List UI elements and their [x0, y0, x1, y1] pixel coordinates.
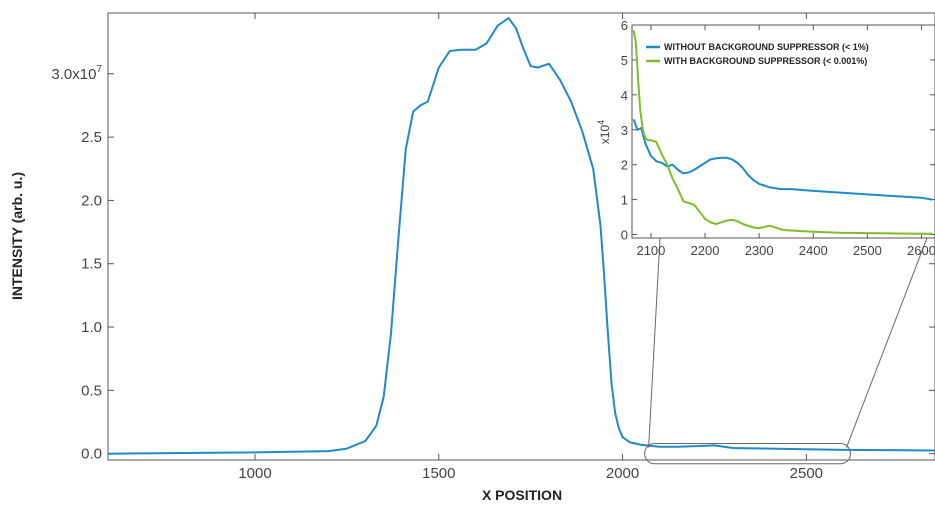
main-y-tick-label-text: 1.5	[81, 256, 102, 273]
main-y-tick-label: 0.5	[81, 382, 102, 399]
inset-plot-frame	[631, 24, 935, 239]
x-axis-title: X POSITION	[482, 487, 562, 503]
main-y-tick-label-text: 2.0	[81, 192, 102, 209]
main-y-tick-label-text: 2.5	[81, 129, 102, 146]
y-axis-title: INTENSITY (arb. u.)	[9, 172, 25, 300]
inset-y-multiplier: x104	[596, 120, 612, 144]
inset-x-tick-label: 2100	[636, 243, 665, 258]
main-y-tick-label-text: 0.0	[81, 446, 102, 463]
inset-x-ticks: 2100 2200 2300 2400 2500 2600	[636, 25, 935, 258]
inset-series-group	[632, 30, 933, 235]
inset-y-tick-label: 3	[621, 123, 628, 138]
inset-y-tick-label: 5	[621, 53, 628, 68]
main-y-tick-label: 2.5	[81, 129, 102, 146]
main-x-tick-label: 2000	[606, 465, 639, 482]
main-series-group	[107, 17, 935, 455]
main-y-ticks: 0.0 0.5 1.0 1.5 2.0 2.5 3.0x107	[51, 64, 935, 463]
inset-y-tick-label: 4	[621, 88, 628, 103]
main-plot: 1000 1500 2000 2500 0.0 0.5 1.0 1.5 2.0 2.5 3.0x1…	[9, 12, 935, 503]
inset-x-tick-label: 2400	[799, 243, 828, 258]
main-y-tick-label: 3.0x107	[51, 64, 102, 83]
main-y-tick-label-text: 1.0	[81, 319, 102, 336]
main-plot-frame	[107, 12, 935, 461]
main-x-tick-label: 2500	[790, 465, 823, 482]
inset-x-tick-label: 2600	[907, 243, 935, 258]
main-y-tick-label: 1.0	[81, 319, 102, 336]
inset-series-line	[632, 30, 933, 235]
inset-y-tick-label: 1	[621, 193, 628, 208]
inset-y-tick-label: 0	[621, 228, 628, 243]
inset-x-tick-label: 2200	[691, 243, 720, 258]
inset-x-tick-label: 2300	[745, 243, 774, 258]
main-y-tick-label-text: 3.0x10	[51, 66, 96, 83]
inset-plot: 2100 2200 2300 2400 2500 2600 0 1 2 3 4 5 6 WITHOUT…	[596, 18, 935, 258]
legend-label: WITHOUT BACKGROUND SUPPRESSOR (< 1%)	[664, 42, 869, 52]
main-y-tick-label: 0.0	[81, 446, 102, 463]
zoom-connector-right	[845, 237, 928, 448]
inset-series-line	[632, 118, 933, 201]
inset-y-tick-label: 2	[621, 158, 628, 173]
main-x-tick-label: 1000	[238, 465, 271, 482]
main-x-ticks: 1000 1500 2000 2500	[238, 13, 823, 482]
inset-legend: WITHOUT BACKGROUND SUPPRESSOR (< 1%) WITH…	[646, 42, 869, 66]
inset-y-tick-label: 6	[621, 18, 628, 33]
main-y-tick-label: 2.0	[81, 192, 102, 209]
main-y-tick-label-text: 0.5	[81, 382, 102, 399]
inset-x-tick-label: 2500	[853, 243, 882, 258]
legend-label: WITH BACKGROUND SUPPRESSOR (< 0.001%)	[664, 56, 867, 66]
inset-y-ticks: 0 1 2 3 4 5 6	[621, 18, 935, 243]
main-y-tick-label-exponent: 7	[96, 64, 102, 75]
main-y-tick-label: 1.5	[81, 256, 102, 273]
zoom-connector-left	[648, 237, 661, 448]
main-series-line	[107, 17, 935, 455]
zoom-region-box	[644, 443, 851, 465]
main-x-tick-label: 1500	[422, 465, 455, 482]
